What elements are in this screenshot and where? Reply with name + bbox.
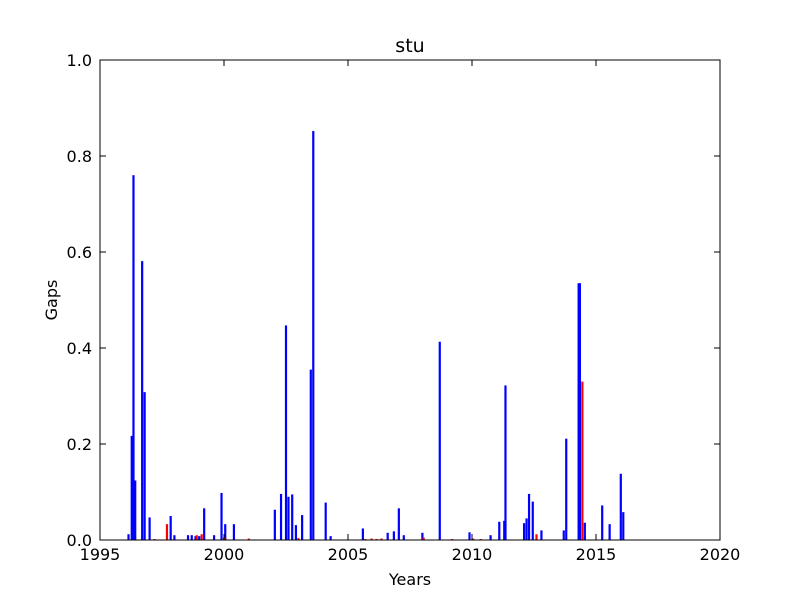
bar (601, 505, 604, 540)
bar (195, 535, 198, 540)
bar (577, 283, 580, 540)
bar (287, 496, 290, 540)
bar (148, 517, 151, 540)
bar (247, 538, 250, 540)
y-tick-label: 0.2 (67, 435, 92, 454)
x-tick-label: 2010 (452, 545, 493, 564)
bar (203, 508, 206, 540)
y-tick-label: 0.4 (67, 339, 92, 358)
bar (141, 261, 144, 540)
bar (329, 536, 332, 540)
bar (562, 530, 565, 540)
bar (312, 131, 315, 541)
bar (194, 536, 197, 540)
bar (198, 536, 201, 540)
bar (622, 512, 625, 540)
bar (578, 283, 581, 540)
bar (165, 524, 169, 540)
y-tick-label: 0.6 (67, 243, 92, 262)
bar (535, 534, 538, 540)
plot-frame (99, 59, 721, 541)
y-tick-label: 0.0 (67, 531, 92, 550)
x-tick-label: 2000 (204, 545, 245, 564)
bar (291, 494, 294, 540)
bar (130, 435, 133, 540)
bar (540, 530, 543, 540)
bar-layer (127, 131, 625, 541)
bar (301, 515, 304, 540)
bar (565, 438, 568, 540)
y-tick-label: 0.8 (67, 147, 92, 166)
tick-layer: 1995 2000 2005 2010 2015 2020 0.0 0.2 0.4 0.6 0.8 1… (67, 51, 741, 564)
bar (525, 518, 528, 540)
bar (422, 537, 425, 540)
bar (190, 535, 193, 540)
y-axis-label: Gaps (42, 280, 61, 321)
bar (503, 520, 506, 540)
bar (200, 534, 203, 540)
bar (504, 385, 507, 540)
bar (619, 473, 622, 540)
bar (583, 522, 586, 540)
bar (279, 493, 283, 540)
bar (309, 369, 312, 540)
y-tick-label: 1.0 (67, 51, 92, 70)
bar (232, 524, 236, 540)
bar (608, 524, 611, 540)
bar (489, 535, 492, 540)
bar (380, 538, 383, 540)
bar (522, 523, 526, 540)
bar (361, 528, 364, 540)
bar (527, 493, 531, 540)
bar (294, 525, 298, 540)
bar (224, 524, 227, 540)
bar (324, 502, 327, 540)
bar (297, 538, 300, 540)
bar (438, 341, 441, 540)
bar (284, 325, 288, 540)
bar (186, 535, 190, 540)
bar (132, 175, 135, 540)
bar (421, 532, 424, 540)
x-axis-label: Years (388, 570, 431, 589)
x-tick-label: 2015 (576, 545, 617, 564)
bar (134, 480, 137, 540)
bar (468, 532, 471, 540)
bar (273, 509, 276, 540)
bar (402, 535, 405, 540)
bar (143, 392, 146, 540)
bar (498, 521, 501, 540)
bar (397, 508, 400, 540)
bar (392, 531, 395, 540)
x-tick-label: 2020 (700, 545, 741, 564)
bar (212, 535, 216, 540)
bar (370, 538, 373, 540)
x-tick-label: 2005 (328, 545, 369, 564)
bar (581, 381, 584, 540)
bar (220, 492, 223, 540)
chart-title: stu (395, 35, 424, 57)
bar (173, 535, 176, 540)
bar (386, 532, 389, 540)
bar (472, 538, 475, 540)
bar (531, 501, 534, 540)
x-tick-label: 1995 (80, 545, 121, 564)
bar (127, 534, 130, 540)
bar (169, 516, 172, 540)
